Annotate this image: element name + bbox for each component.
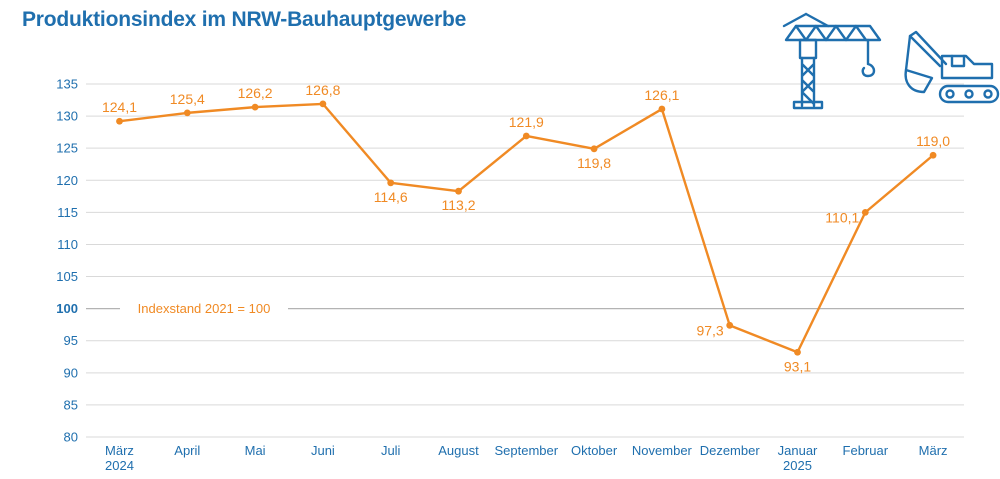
x-tick-label: Februar	[843, 443, 889, 458]
data-label: 93,1	[784, 358, 811, 374]
data-point	[590, 145, 598, 153]
data-label: 113,2	[442, 197, 476, 213]
y-tick-label: 85	[64, 397, 78, 412]
data-labels: 124,1 125,4 126,2 126,8 114,6 113,2 121,9 119,8…	[102, 82, 950, 374]
data-point	[183, 109, 191, 117]
gridlines	[86, 83, 964, 438]
y-tick-label: 135	[56, 77, 78, 92]
data-label: 114,6	[374, 189, 408, 205]
y-tick-label: 110	[57, 237, 78, 252]
data-point	[116, 117, 123, 125]
chart-title: Produktionsindex im NRW-Bauhauptgewerbe	[22, 8, 467, 31]
y-tick-label: 90	[64, 365, 78, 380]
data-label: 110,1	[825, 209, 859, 225]
y-tick-label: 120	[56, 173, 78, 188]
data-points	[116, 100, 937, 356]
x-tick-label: November	[632, 443, 693, 458]
excavator-icon	[904, 30, 1000, 104]
data-label: 126,8	[305, 82, 340, 98]
crane-icon	[782, 12, 882, 110]
data-label: 126,1	[644, 87, 679, 103]
data-label: 119,8	[577, 155, 611, 171]
y-tick-label: 100	[56, 301, 78, 316]
y-tick-label: 95	[64, 333, 78, 348]
x-tick-label: März	[919, 443, 948, 458]
reference-line-label: Indexstand 2021 = 100	[138, 301, 271, 316]
data-point	[794, 348, 801, 356]
data-label: 97,3	[696, 322, 723, 338]
data-point	[319, 100, 327, 108]
y-tick-label: 130	[56, 109, 78, 124]
x-tick-label: Januar 2025	[778, 443, 818, 473]
reference-line: Indexstand 2021 = 100	[86, 301, 964, 316]
data-point	[726, 321, 734, 329]
x-tick-label: September	[495, 443, 559, 458]
x-tick-label: Dezember	[700, 443, 761, 458]
x-tick-label: Juni	[311, 443, 335, 458]
data-point	[251, 103, 259, 111]
x-tick-label: April	[174, 443, 200, 458]
data-label: 119,0	[916, 133, 950, 149]
y-tick-label: 105	[56, 269, 78, 284]
x-tick-label: März 2024	[105, 443, 134, 473]
data-label: 125,4	[170, 91, 205, 107]
data-point	[455, 187, 462, 195]
y-tick-label: 80	[64, 430, 78, 445]
x-axis-ticks: März 2024 April Mai Juni Juli August September O…	[105, 443, 948, 473]
data-label: 126,2	[238, 85, 273, 101]
y-axis-ticks: 80 85 90 95 100 105 110 115 120 125 130 135	[56, 77, 78, 445]
data-point	[861, 208, 869, 216]
data-point	[522, 132, 530, 140]
x-tick-label: August	[438, 443, 479, 458]
y-tick-label: 125	[56, 141, 78, 156]
data-point	[658, 105, 666, 113]
data-point	[929, 151, 937, 159]
x-tick-label: Oktober	[571, 443, 618, 458]
data-label: 124,1	[102, 99, 137, 115]
data-label: 121,9	[509, 114, 544, 130]
data-point	[387, 179, 395, 187]
x-tick-label: Mai	[245, 443, 266, 458]
x-tick-label: Juli	[381, 443, 401, 458]
y-tick-label: 115	[57, 205, 78, 220]
